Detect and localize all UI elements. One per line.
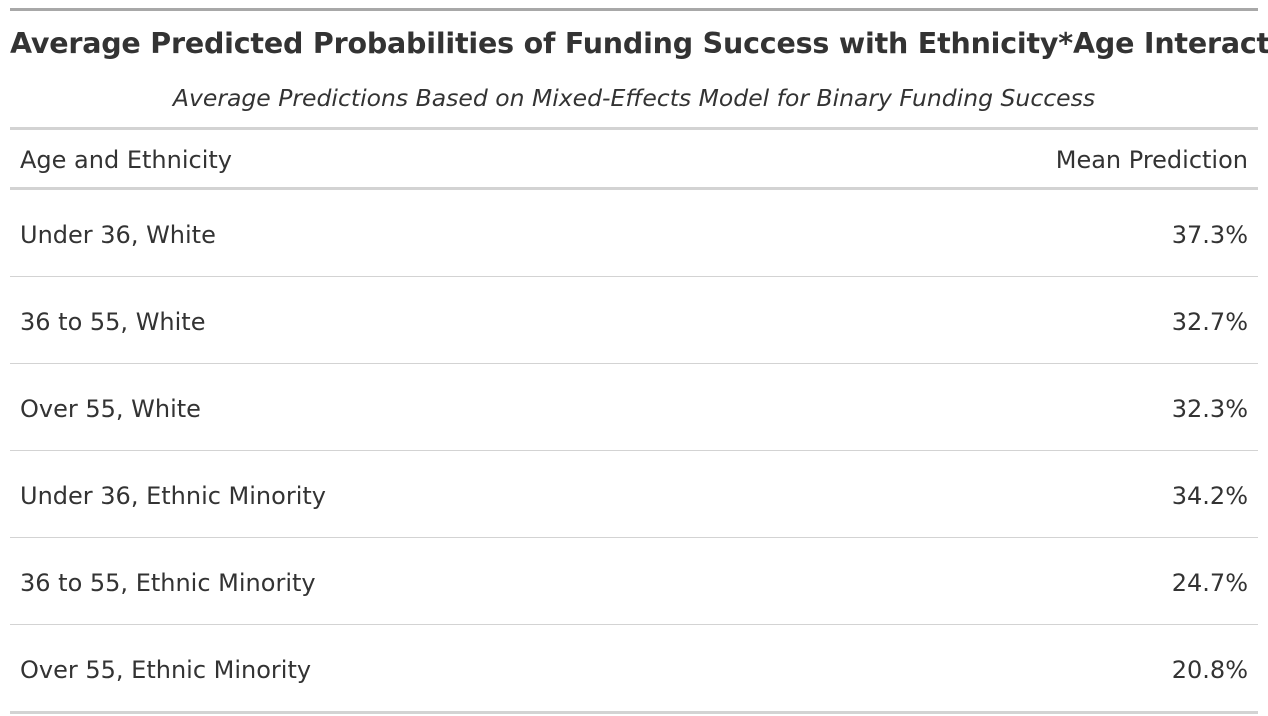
column-header-age-ethnicity: Age and Ethnicity [20,146,232,174]
table-subtitle: Average Predictions Based on Mixed-Effec… [10,81,1258,130]
table-row: 36 to 55, Ethnic Minority 24.7% [10,538,1258,625]
row-value: 20.8% [1171,656,1248,684]
row-label: 36 to 55, Ethnic Minority [20,569,316,597]
row-label: Over 55, White [20,395,201,423]
row-value: 37.3% [1171,221,1248,249]
row-value: 32.7% [1171,308,1248,336]
table-row: Under 36, Ethnic Minority 34.2% [10,451,1258,538]
row-label: 36 to 55, White [20,308,206,336]
row-value: 32.3% [1171,395,1248,423]
table-row: Over 55, Ethnic Minority 20.8% [10,625,1258,714]
row-value: 34.2% [1171,482,1248,510]
table-title: Average Predicted Probabilities of Fundi… [10,27,1268,60]
row-label: Over 55, Ethnic Minority [20,656,312,684]
table-row: 36 to 55, White 32.7% [10,277,1258,364]
table-header-row: Age and Ethnicity Mean Prediction [10,130,1258,190]
table-row: Under 36, White 37.3% [10,190,1258,277]
table-row: Over 55, White 32.3% [10,364,1258,451]
row-label: Under 36, White [20,221,216,249]
row-label: Under 36, Ethnic Minority [20,482,326,510]
column-header-mean-prediction: Mean Prediction [1055,146,1248,174]
row-value: 24.7% [1171,569,1248,597]
predictions-table: Average Predicted Probabilities of Fundi… [10,8,1268,714]
